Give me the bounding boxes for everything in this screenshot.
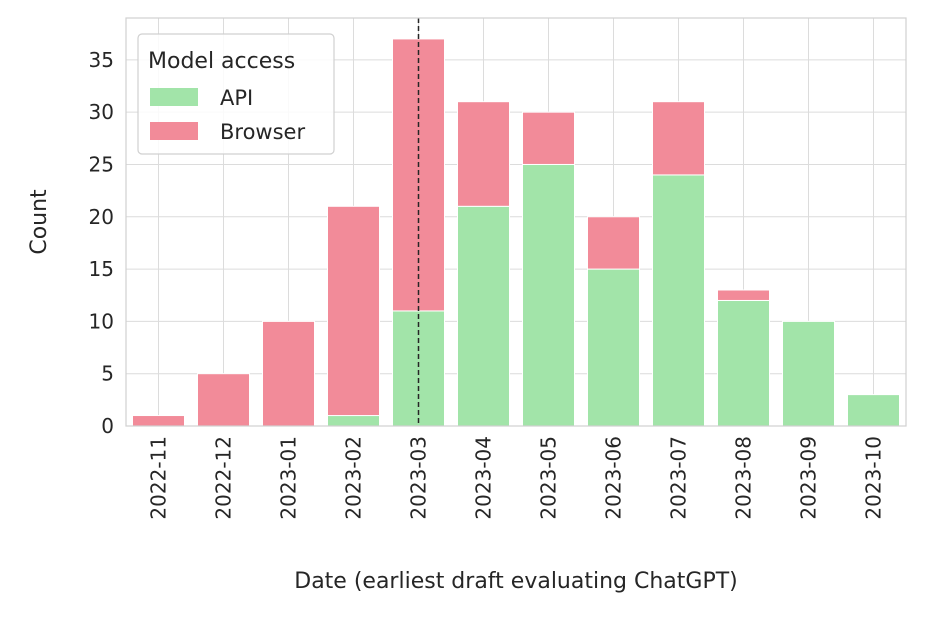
bar-browser-2022-12 (197, 373, 250, 427)
bar-api-2023-08 (717, 299, 770, 427)
bar-api-2023-09 (782, 320, 835, 427)
bar-api-2023-05 (522, 163, 575, 427)
y-tick-label: 15 (89, 257, 114, 281)
y-tick-label: 10 (89, 309, 114, 333)
bar-browser-2023-02 (327, 205, 380, 417)
legend-title: Model access (148, 49, 295, 74)
legend-swatch-browser (150, 122, 198, 140)
x-tick-label: 2023-01 (277, 436, 301, 520)
bar-browser-2023-04 (457, 101, 510, 207)
y-tick-label: 0 (101, 414, 114, 438)
legend-items: API Browser (150, 86, 305, 144)
x-tick-label: 2023-06 (602, 436, 626, 520)
x-tick-label: 2023-03 (407, 436, 431, 520)
y-axis-ticks: 0 5 10 15 20 25 30 35 (89, 48, 114, 438)
y-tick-label: 25 (89, 152, 114, 176)
x-tick-label: 2023-08 (732, 436, 756, 520)
y-tick-label: 35 (89, 48, 114, 72)
bar-browser-2023-08 (717, 289, 770, 301)
bar-api-2023-06 (587, 268, 640, 427)
bar-browser-2023-07 (652, 101, 705, 176)
x-tick-label: 2022-12 (212, 436, 236, 520)
bar-browser-2023-01 (262, 320, 315, 427)
x-tick-label: 2023-07 (667, 436, 691, 520)
bar-api-2023-07 (652, 174, 705, 427)
bar-browser-2023-06 (587, 216, 640, 270)
bar-api-2023-10 (847, 394, 900, 427)
bar-browser-2023-05 (522, 111, 575, 165)
x-tick-label: 2023-04 (472, 436, 496, 520)
x-axis-ticks: 2022-11 2022-12 2023-01 2023-02 2023-03 2023-… (147, 436, 886, 520)
x-tick-label: 2023-02 (342, 436, 366, 520)
bar-api-2023-02 (327, 415, 380, 427)
bar-browser-2022-11 (132, 415, 185, 427)
y-tick-label: 30 (89, 100, 114, 124)
x-tick-label: 2022-11 (147, 436, 171, 520)
y-tick-label: 5 (101, 362, 114, 386)
x-tick-label: 2023-09 (797, 436, 821, 520)
legend-label-api: API (220, 86, 253, 110)
legend: Model access API Browser (137, 33, 335, 155)
bar-api-2023-04 (457, 205, 510, 427)
plot-border (125, 17, 907, 427)
legend-label-browser: Browser (220, 120, 305, 144)
bar-api-2023-03 (392, 310, 445, 427)
x-tick-label: 2023-05 (537, 436, 561, 520)
x-axis-label: Date (earliest draft evaluating ChatGPT) (294, 569, 738, 594)
y-tick-label: 20 (89, 205, 114, 229)
legend-swatch-api (150, 88, 198, 106)
x-tick-label: 2023-10 (862, 436, 886, 520)
y-axis-label: Count (27, 189, 52, 255)
